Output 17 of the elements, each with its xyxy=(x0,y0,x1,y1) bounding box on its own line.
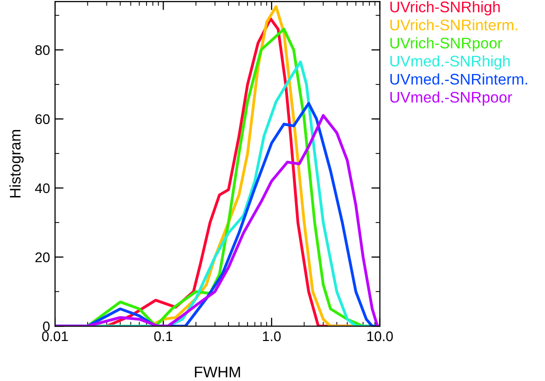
text: UVrich-SNRinterm. xyxy=(390,19,518,30)
y-tick-label: 40 xyxy=(35,183,50,194)
x-tick-label: 1.0 xyxy=(263,331,281,342)
y-axis-title: Histogram xyxy=(9,130,24,198)
y-tick-label: 20 xyxy=(35,252,50,262)
x-tick-label: 0.01 xyxy=(42,331,68,342)
y-tick-label: 60 xyxy=(35,114,50,124)
x-axis-title: FWHM xyxy=(194,366,240,378)
x-tick-label: 10.0 xyxy=(367,331,393,342)
text: UVrich-SNRhigh xyxy=(390,1,500,16)
x-tick-label: 0.1 xyxy=(154,331,172,342)
text: UVmed.-SNRpoor xyxy=(390,91,512,106)
text: UVmed.-SNRhigh xyxy=(390,55,510,70)
y-tick-label: 80 xyxy=(35,45,50,56)
y-tick-label: 0 xyxy=(43,321,50,332)
text: UVrich-SNRpoor xyxy=(390,37,502,52)
text: UVmed.-SNRinterm. xyxy=(390,73,528,85)
